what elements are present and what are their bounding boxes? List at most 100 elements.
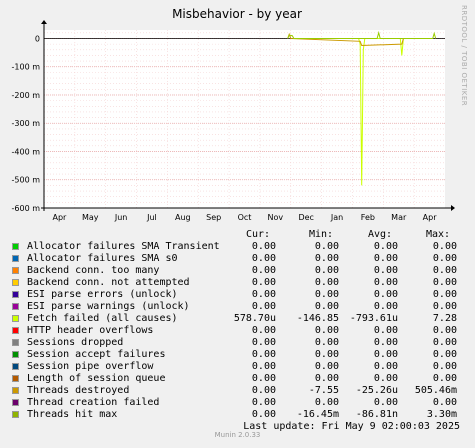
series-line: [287, 30, 437, 39]
x-tick-label: Dec: [298, 213, 313, 222]
legend-value-avg: 0.00: [373, 253, 398, 264]
y-tick-label: -400 m: [12, 147, 41, 156]
legend-value-max: 3.30m: [426, 409, 457, 420]
legend-row: Session accept failures 0.00 0.00 0.00 0.00: [0, 349, 475, 361]
legend-swatch: [12, 339, 19, 346]
legend-value-cur: 578.70u: [233, 313, 276, 324]
legend-value-min: 0.00: [314, 373, 339, 384]
legend-value-avg: 0.00: [373, 325, 398, 336]
legend-swatch: [12, 399, 19, 406]
legend-value-min: 0.00: [314, 277, 339, 288]
legend-value-cur: 0.00: [251, 409, 276, 420]
legend-row: Allocator failures SMA s0 0.00 0.00 0.00 0.0…: [0, 253, 475, 265]
legend-value-avg: -793.61u: [349, 313, 398, 324]
legend-value-cur: 0.00: [251, 373, 276, 384]
legend-value-cur: 0.00: [251, 265, 276, 276]
plot-background: [44, 30, 445, 208]
x-tick-label: Mar: [391, 213, 407, 222]
legend-value-max: 0.00: [432, 253, 457, 264]
legend-row: Thread creation failed 0.00 0.00 0.00 0.00: [0, 397, 475, 409]
legend-series-name: Allocator failures SMA Transient: [27, 241, 220, 252]
legend-value-avg: 0.00: [373, 301, 398, 312]
legend-row: Threads destroyed 0.00 -7.55 -25.26u 505.46m: [0, 385, 475, 397]
legend-value-max: 0.00: [432, 337, 457, 348]
legend-value-max: 0.00: [432, 361, 457, 372]
legend-series-name: Threads hit max: [27, 409, 118, 420]
legend-swatch: [12, 315, 19, 322]
legend-swatch: [12, 327, 19, 334]
legend-value-avg: -25.26u: [355, 385, 398, 396]
legend-value-cur: 0.00: [251, 253, 276, 264]
legend-row: ESI parse errors (unlock) 0.00 0.00 0.00 0.0…: [0, 289, 475, 301]
legend-swatch: [12, 363, 19, 370]
legend-swatch: [12, 267, 19, 274]
x-tick-label: Feb: [361, 213, 375, 222]
legend-rows: Allocator failures SMA Transient 0.00 0.00…: [0, 241, 475, 421]
x-tick-label: May: [82, 213, 99, 222]
legend-series-name: ESI parse warnings (unlock): [27, 301, 190, 312]
legend-row: Backend conn. too many 0.00 0.00 0.00 0.00: [0, 265, 475, 277]
legend-row: Allocator failures SMA Transient 0.00 0.00…: [0, 241, 475, 253]
legend-series-name: Length of session queue: [27, 373, 166, 384]
legend-value-cur: 0.00: [251, 385, 276, 396]
y-axis-arrow: [41, 20, 47, 24]
legend-value-min: 0.00: [314, 397, 339, 408]
legend-value-min: 0.00: [314, 241, 339, 252]
legend-series-name: Allocator failures SMA s0: [27, 253, 178, 264]
legend-swatch: [12, 351, 19, 358]
legend-value-min: 0.00: [314, 337, 339, 348]
legend-value-avg: 0.00: [373, 277, 398, 288]
legend-row: Length of session queue 0.00 0.00 0.00 0.00: [0, 373, 475, 385]
x-tick-label: Apr: [423, 213, 438, 222]
x-tick-label: Nov: [268, 213, 284, 222]
legend-series-name: Threads destroyed: [27, 385, 130, 396]
legend-header-cur: Cur:: [246, 229, 271, 240]
legend-value-avg: 0.00: [373, 241, 398, 252]
legend-row: Backend conn. not attempted 0.00 0.00 0.00 0…: [0, 277, 475, 289]
legend-value-max: 0.00: [432, 373, 457, 384]
legend-value-avg: -86.81n: [355, 409, 398, 420]
legend-header-min: Min:: [309, 229, 334, 240]
y-tick-label: -200 m: [12, 91, 41, 100]
legend-value-cur: 0.00: [251, 277, 276, 288]
legend-value-max: 0.00: [432, 277, 457, 288]
footer-version: Munin 2.0.33: [214, 431, 261, 439]
x-tick-label: Jul: [146, 213, 157, 222]
legend-value-min: 0.00: [314, 301, 339, 312]
x-tick-label: Aug: [175, 213, 191, 222]
legend-series-name: Thread creation failed: [27, 397, 160, 408]
legend-value-cur: 0.00: [251, 325, 276, 336]
legend-value-min: 0.00: [314, 265, 339, 276]
legend-header-avg: Avg:: [368, 229, 393, 240]
legend-value-cur: 0.00: [251, 337, 276, 348]
legend-row: ESI parse warnings (unlock) 0.00 0.00 0.00 0…: [0, 301, 475, 313]
legend-value-avg: 0.00: [373, 361, 398, 372]
chart-title: Misbehavior - by year: [172, 7, 302, 21]
legend-value-avg: 0.00: [373, 349, 398, 360]
legend-series-name: ESI parse errors (unlock): [27, 289, 178, 300]
legend-value-min: 0.00: [314, 325, 339, 336]
legend-value-max: 0.00: [432, 289, 457, 300]
legend-series-name: Session accept failures: [27, 349, 166, 360]
legend-row: Session pipe overflow 0.00 0.00 0.00 0.00: [0, 361, 475, 373]
legend-value-max: 0.00: [432, 265, 457, 276]
legend-value-cur: 0.00: [251, 349, 276, 360]
legend-row: Fetch failed (all causes) 578.70u -146.85-…: [0, 313, 475, 325]
legend-swatch: [12, 243, 19, 250]
legend-swatch: [12, 255, 19, 262]
y-tick-label: -500 m: [12, 176, 41, 185]
legend-row: Threads hit max 0.00 -16.45m -86.81n 3.30m: [0, 409, 475, 421]
x-axis-arrow: [451, 205, 455, 211]
chart-svg: Misbehavior - by year RRDTOOL / TOBI OET…: [11, 5, 468, 222]
legend-header: Cur: Min: Avg: Max:: [0, 229, 475, 241]
legend-value-avg: 0.00: [373, 337, 398, 348]
legend-value-avg: 0.00: [373, 289, 398, 300]
legend-series-name: Sessions dropped: [27, 337, 124, 348]
legend-swatch: [12, 387, 19, 394]
legend-row: Sessions dropped 0.00 0.00 0.00 0.00: [0, 337, 475, 349]
legend-swatch: [12, 411, 19, 418]
legend-value-min: -146.85: [296, 313, 339, 324]
legend-value-cur: 0.00: [251, 397, 276, 408]
x-tick-label: Jan: [330, 213, 343, 222]
